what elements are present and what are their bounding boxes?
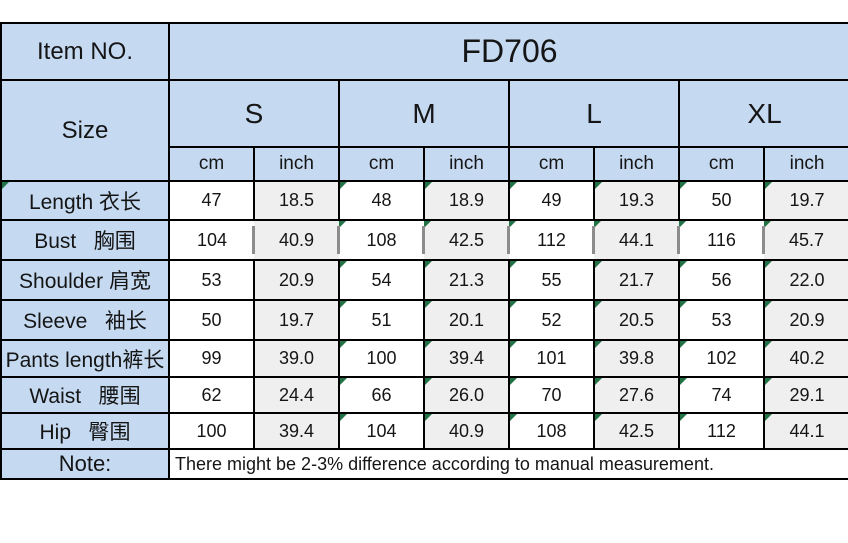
table-row-bust: Bust 胸围 104 40.9 108 42.5 112 44.1 116 4… — [0, 219, 848, 261]
value-cell: 20.9 — [762, 299, 848, 341]
row-label: Waist 腰围 — [0, 376, 170, 414]
value-cell: 20.1 — [423, 299, 510, 341]
unit-header: inch — [762, 146, 848, 182]
table-row-shoulder: Shoulder 肩宽 53 20.9 54 21.3 55 21.7 56 2… — [0, 259, 848, 301]
value-cell: 100 — [168, 412, 255, 450]
value-cell: 70 — [508, 376, 595, 414]
value-cell: 99 — [168, 339, 255, 378]
size-header-row: Size S M L XL — [0, 79, 848, 182]
value-cell: 18.9 — [423, 180, 510, 221]
value-cell: 20.5 — [593, 299, 680, 341]
value-cell: 52 — [508, 299, 595, 341]
value-cell: 44.1 — [762, 412, 848, 450]
item-no-label: Item NO. — [0, 22, 170, 81]
value-cell: 19.3 — [593, 180, 680, 221]
value-cell: 55 — [508, 259, 595, 301]
row-label: Hip 臀围 — [0, 412, 170, 450]
note-label: Note: — [0, 448, 170, 480]
value-cell: 22.0 — [762, 259, 848, 301]
item-no-value: FD706 — [167, 22, 848, 81]
size-header-s: S — [168, 79, 340, 148]
value-cell: 39.0 — [253, 339, 340, 378]
value-cell: 40.2 — [762, 339, 848, 378]
size-header-l: L — [508, 79, 680, 148]
unit-header: cm — [338, 146, 425, 182]
value-cell: 42.5 — [593, 412, 680, 450]
size-header-xl: XL — [677, 79, 848, 148]
value-cell: 108 — [337, 219, 424, 261]
unit-header: cm — [168, 146, 255, 182]
value-cell: 39.4 — [423, 339, 510, 378]
value-cell: 50 — [168, 299, 255, 341]
table-row-hip: Hip 臀围 100 39.4 104 40.9 108 42.5 112 44… — [0, 412, 848, 450]
table-row-pants-length: Pants length裤长 99 39.0 100 39.4 101 39.8… — [0, 339, 848, 378]
value-cell: 40.9 — [252, 219, 339, 261]
value-cell: 51 — [338, 299, 425, 341]
value-cell: 27.6 — [593, 376, 680, 414]
value-cell: 53 — [168, 259, 255, 301]
row-label: Bust 胸围 — [0, 219, 170, 261]
unit-header: inch — [423, 146, 510, 182]
value-cell: 48 — [338, 180, 425, 221]
row-label: Sleeve 袖长 — [0, 299, 170, 341]
row-label: Shoulder 肩宽 — [0, 259, 170, 301]
size-chart-table: Item NO. FD706 Size S M L XL cm inch cm … — [0, 22, 848, 480]
value-cell: 19.7 — [253, 299, 340, 341]
value-cell: 21.7 — [593, 259, 680, 301]
value-cell: 45.7 — [761, 219, 848, 261]
value-cell: 66 — [338, 376, 425, 414]
note-text: There might be 2-3% difference according… — [167, 448, 848, 480]
value-cell: 39.8 — [593, 339, 680, 378]
value-cell: 112 — [678, 412, 765, 450]
size-header-m: M — [338, 79, 510, 148]
unit-header-row: cm inch cm inch cm inch cm inch — [1, 146, 848, 182]
value-cell: 53 — [678, 299, 765, 341]
value-cell: 56 — [678, 259, 765, 301]
value-cell: 50 — [678, 180, 765, 221]
value-cell: 102 — [678, 339, 765, 378]
value-cell: 116 — [677, 219, 764, 261]
table-row-sleeve: Sleeve 袖长 50 19.7 51 20.1 52 20.5 53 20.… — [0, 299, 848, 341]
value-cell: 100 — [338, 339, 425, 378]
value-cell: 49 — [508, 180, 595, 221]
row-label: Pants length裤长 — [0, 339, 170, 378]
value-cell: 112 — [507, 219, 594, 261]
table-row-waist: Waist 腰围 62 24.4 66 26.0 70 27.6 74 29.1 — [0, 376, 848, 414]
value-cell: 20.9 — [253, 259, 340, 301]
value-cell: 24.4 — [253, 376, 340, 414]
value-cell: 18.5 — [253, 180, 340, 221]
note-row: Note: There might be 2-3% difference acc… — [0, 448, 848, 480]
value-cell: 54 — [338, 259, 425, 301]
unit-header: inch — [253, 146, 340, 182]
size-label: Size — [0, 79, 170, 182]
value-cell: 101 — [508, 339, 595, 378]
unit-header: cm — [508, 146, 595, 182]
value-cell: 26.0 — [423, 376, 510, 414]
value-cell: 62 — [168, 376, 255, 414]
value-cell: 42.5 — [422, 219, 509, 261]
value-cell: 104 — [338, 412, 425, 450]
value-cell: 39.4 — [253, 412, 340, 450]
value-cell: 29.1 — [762, 376, 848, 414]
value-cell: 108 — [508, 412, 595, 450]
item-no-row: Item NO. FD706 — [0, 22, 848, 81]
value-cell: 19.7 — [762, 180, 848, 221]
value-cell: 104 — [169, 219, 254, 261]
value-cell: 21.3 — [423, 259, 510, 301]
unit-header: inch — [593, 146, 680, 182]
unit-header: cm — [678, 146, 765, 182]
value-cell: 40.9 — [423, 412, 510, 450]
value-cell: 74 — [678, 376, 765, 414]
row-label: Length 衣长 — [0, 180, 170, 221]
table-row-length: Length 衣长 47 18.5 48 18.9 49 19.3 50 19.… — [0, 180, 848, 221]
value-cell: 47 — [168, 180, 255, 221]
value-cell: 44.1 — [592, 219, 679, 261]
